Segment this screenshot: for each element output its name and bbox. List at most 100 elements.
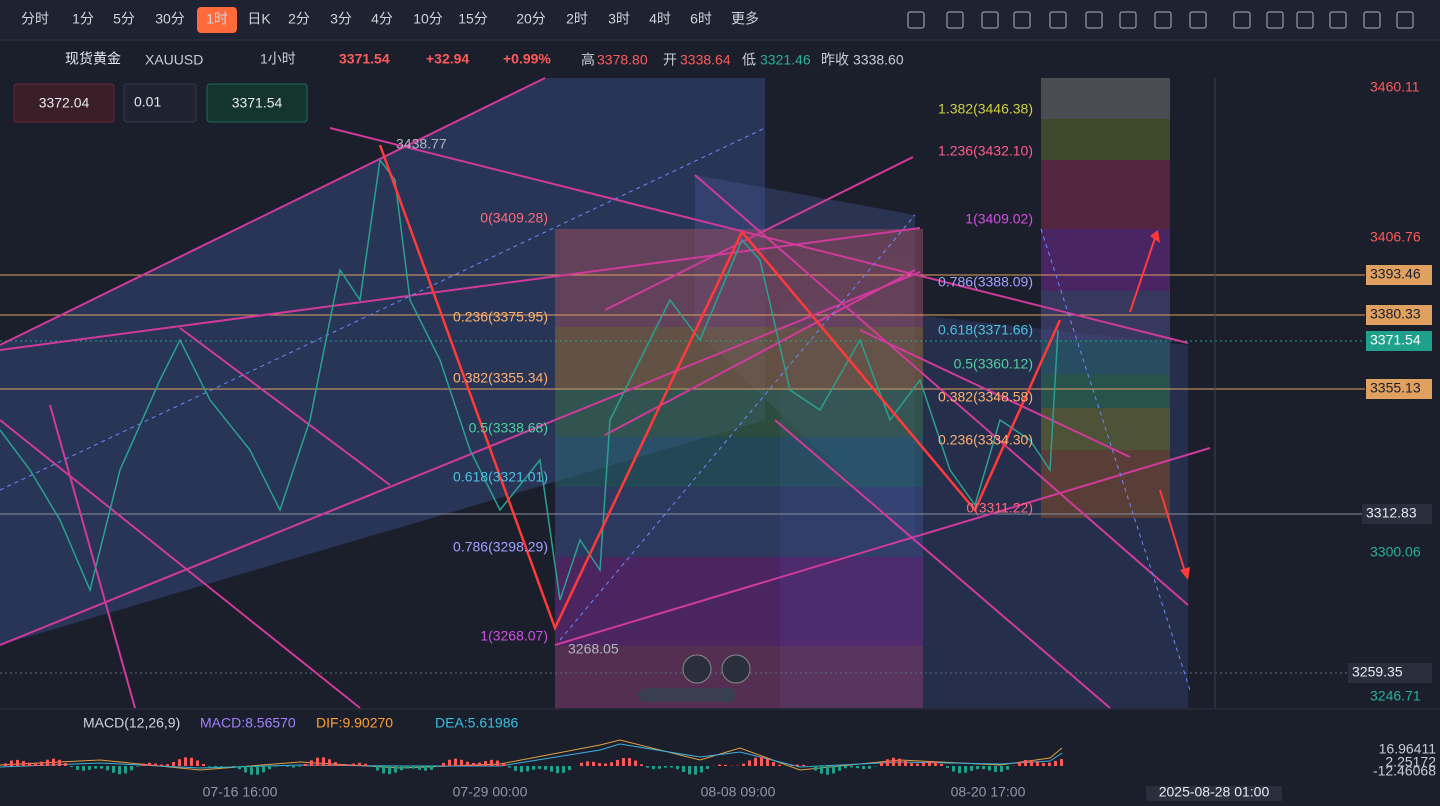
macd-bar (628, 758, 631, 766)
percent: +0.99% (503, 51, 551, 67)
price: 3371.54 (339, 51, 390, 67)
macd-bar (1054, 761, 1057, 766)
fib-label: 0.5(3360.12) (954, 356, 1033, 372)
period-tab[interactable]: 6时 (690, 11, 712, 27)
fib-label: 1(3268.07) (480, 628, 548, 644)
scrollbar[interactable] (638, 688, 736, 702)
macd-axis-label: -12.46068 (1373, 763, 1436, 779)
code: XAUUSD (145, 52, 203, 68)
macd-bar (100, 766, 103, 769)
period-tab[interactable]: 1分 (72, 11, 94, 27)
macd-bar (790, 765, 793, 766)
period-tab[interactable]: 1时 (206, 11, 228, 27)
macd-bar (136, 766, 139, 767)
macd-bar (190, 758, 193, 766)
macd-bar (148, 763, 151, 766)
macd-bar (910, 763, 913, 766)
macd-bar (214, 766, 217, 768)
macd-bar (622, 758, 625, 766)
price-axis-label: 3371.54 (1370, 332, 1421, 348)
stat-high-label: 高 (581, 52, 595, 68)
time-label: 08-20 17:00 (951, 784, 1026, 800)
macd-bar (184, 757, 187, 766)
macd-bar (1018, 762, 1021, 766)
macd-bar (418, 766, 421, 770)
macd-bar (412, 766, 415, 769)
macd-bar (718, 765, 721, 766)
price-axis-label: 3393.46 (1370, 266, 1421, 282)
period-tab[interactable]: 4时 (649, 11, 671, 27)
macd-bar (196, 760, 199, 766)
macd-bar (448, 760, 451, 766)
macd-bar (472, 763, 475, 766)
macd-bar (328, 759, 331, 766)
macd-bar (178, 759, 181, 766)
macd-bar (400, 766, 403, 770)
macd-bar (994, 766, 997, 772)
price-axis-label: 3300.06 (1370, 544, 1421, 560)
stat-high: 3378.80 (597, 52, 648, 68)
fib-label: 0.786(3388.09) (938, 274, 1033, 290)
fib-label: 0.786(3298.29) (453, 539, 548, 555)
period-tab[interactable]: 30分 (155, 11, 185, 27)
period-tab[interactable]: 5分 (113, 11, 135, 27)
macd-bar (28, 763, 31, 766)
period-tab[interactable]: 4分 (371, 11, 393, 27)
macd-bar (862, 766, 865, 769)
macd-bar (868, 766, 871, 769)
macd-bar (244, 766, 247, 772)
macd-bar (274, 766, 277, 767)
macd-bar (508, 766, 511, 768)
macd-bar (478, 763, 481, 766)
macd-bar (70, 766, 73, 767)
macd-bar (340, 764, 343, 766)
macd-bar (562, 766, 565, 773)
macd-bar (970, 766, 973, 771)
macd-bar (838, 766, 841, 771)
prev-button[interactable] (683, 655, 711, 683)
macd-bar (64, 763, 67, 766)
annotation: 3268.05 (568, 641, 619, 657)
macd-bar (4, 763, 7, 766)
macd-bar (856, 766, 859, 768)
macd-bar (352, 764, 355, 766)
macd-bar (1024, 760, 1027, 766)
macd-bar (1048, 763, 1051, 766)
ask: 3371.54 (232, 95, 283, 111)
period-tab[interactable]: 更多 (731, 11, 759, 27)
fib-label: 0.236(3375.95) (453, 309, 548, 325)
fib-label: 0.618(3371.66) (938, 322, 1033, 338)
macd-bar (142, 764, 145, 766)
macd-bar (436, 766, 439, 767)
macd-bar (958, 766, 961, 773)
period-tab[interactable]: 15分 (458, 11, 488, 27)
time-label: 07-16 16:00 (203, 784, 278, 800)
macd-bar (1000, 766, 1003, 772)
macd-bar (490, 760, 493, 766)
macd-bar (532, 766, 535, 770)
macd-bar (1042, 763, 1045, 766)
macd-bar (358, 763, 361, 766)
macd-bar (106, 766, 109, 770)
macd-bar (94, 766, 97, 769)
stat-open-label: 开 (663, 52, 677, 68)
macd-bar (484, 761, 487, 766)
period-tab[interactable]: 2时 (566, 11, 588, 27)
period-tab[interactable]: 3分 (330, 11, 352, 27)
annotation: 3438.77 (396, 136, 447, 152)
period-tab[interactable]: 20分 (516, 11, 546, 27)
period-tab[interactable]: 10分 (413, 11, 443, 27)
period-tab[interactable]: 3时 (608, 11, 630, 27)
macd-bar (538, 766, 541, 769)
period-tab[interactable]: 2分 (288, 11, 310, 27)
stat-low: 3321.46 (760, 52, 811, 68)
macd-bar (268, 766, 271, 769)
next-button[interactable] (722, 655, 750, 683)
macd-bar (304, 764, 307, 766)
period-tab[interactable]: 分时 (21, 11, 49, 27)
fib-label: 1(3409.02) (965, 211, 1033, 227)
macd-bar (370, 766, 373, 767)
period-tab[interactable]: 日K (247, 11, 271, 27)
macd-bar (382, 766, 385, 773)
